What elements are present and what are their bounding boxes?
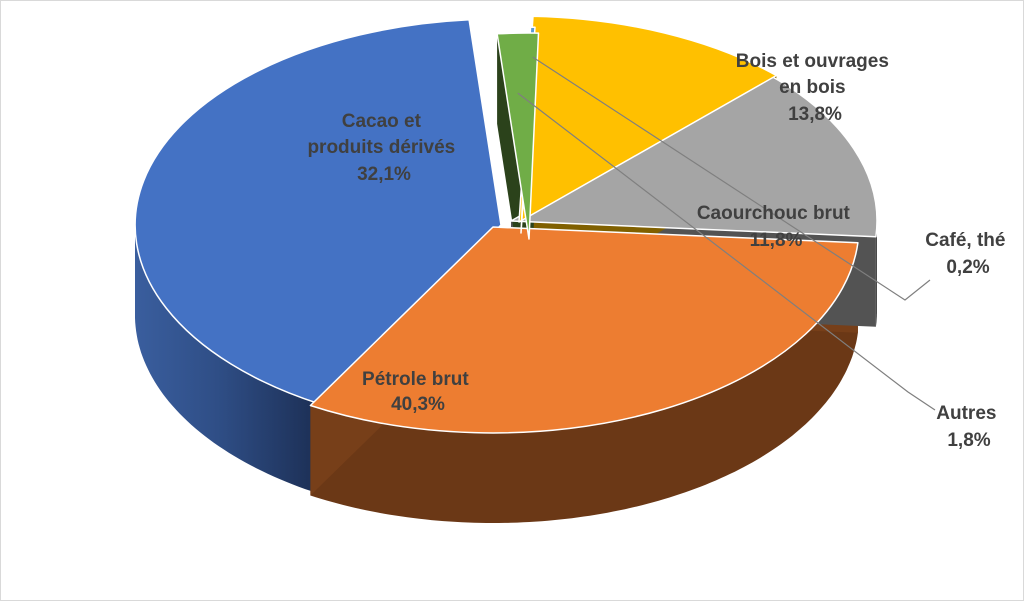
leader-autres	[517, 92, 936, 411]
wall-petrole	[135, 228, 319, 494]
slice-caoutchouc	[518, 15, 778, 223]
label-bois-value: 13,8%	[788, 104, 842, 125]
wall-cacao	[310, 242, 858, 523]
label-cafe: Café, thé 0,2%	[925, 230, 1011, 278]
label-caoutchouc-name: Caourchouc brut	[697, 203, 851, 224]
label-caoutchouc: Caourchouc brut 11,8%	[697, 203, 855, 251]
data-labels: Pétrole brut 40,3% Cacao et produits dér…	[307, 51, 1011, 451]
label-autres-name: Autres	[936, 403, 996, 424]
slice-bois	[510, 73, 878, 238]
label-cacao: Cacao et produits dérivés 32,1%	[307, 111, 460, 185]
label-petrole: Pétrole brut 40,3%	[362, 369, 474, 415]
label-autres: Autres 1,8%	[936, 403, 1001, 451]
pie-slices	[134, 15, 878, 523]
label-cafe-name: Café, thé	[925, 230, 1005, 251]
label-bois-name-1: Bois et ouvrages	[736, 51, 889, 72]
label-petrole-value: 40,3%	[391, 394, 445, 415]
label-caoutchouc-value: 11,8%	[750, 230, 803, 251]
label-bois: Bois et ouvrages en bois 13,8%	[736, 51, 894, 125]
label-bois-name-2: en bois	[779, 77, 846, 98]
wall-bois	[875, 221, 877, 327]
label-autres-value: 1,8%	[947, 430, 990, 451]
label-cacao-value: 32,1%	[357, 164, 411, 185]
leader-lines	[517, 56, 936, 411]
label-cafe-value: 0,2%	[946, 257, 989, 278]
slice-cacao	[309, 226, 859, 434]
slice-autres	[496, 32, 540, 240]
label-cacao-name-1: Cacao et	[342, 111, 422, 132]
leader-cafe	[532, 56, 931, 301]
label-petrole-name: Pétrole brut	[362, 369, 469, 390]
label-cacao-name-2: produits dérivés	[307, 137, 455, 158]
